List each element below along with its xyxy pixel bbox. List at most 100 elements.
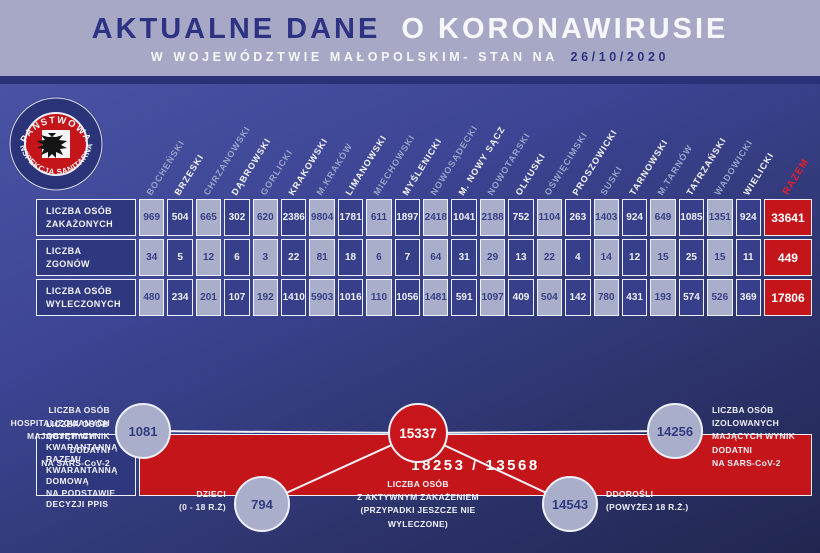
value-cell: 1351: [707, 199, 733, 236]
value-cell: 2386: [281, 199, 307, 236]
subtitle-text: W WOJEWÓDZTWIE MAŁOPOLSKIM- STAN NA: [150, 49, 558, 64]
adults-count-node: 14543: [542, 476, 598, 532]
header-spacer: [36, 86, 136, 199]
row-total-cell: 449: [763, 239, 812, 276]
value-cell: 6: [224, 239, 250, 276]
value-cell: 504: [536, 279, 563, 316]
sanitary-inspection-logo-icon: PAŃSTWOWA INSPEKCJA SANITARNA: [8, 96, 103, 191]
column-header: M.TARNÓW: [650, 86, 695, 199]
value-cell: 409: [508, 279, 534, 316]
row-label: LICZBA OSÓB WYLECZONYCH: [36, 279, 136, 316]
column-header: TATRZAŃSKI: [679, 86, 728, 199]
value-cell: 504: [167, 199, 193, 236]
value-cell: 526: [707, 279, 733, 316]
value-cell: 6: [366, 239, 392, 276]
active-cases-count-node: 15337: [388, 403, 448, 463]
column-header: MYŚLENICKI: [395, 86, 443, 199]
table-row: LICZBA OSÓB ZAKAŻONYCH 969 504 665 302 620 238…: [36, 199, 812, 236]
column-header: NOWOSĄDECKI: [423, 86, 480, 199]
column-header: PROSZOWICKI: [565, 86, 619, 199]
active-cases-label: LICZBA OSÓB Z AKTYWNYM ZAKAŻENIEM (PRZYP…: [357, 479, 479, 529]
column-header-total: RAZEM: [764, 86, 812, 199]
value-cell: 22: [281, 239, 307, 276]
column-header: OLKUSKI: [508, 86, 548, 199]
value-cell: 2418: [423, 199, 449, 236]
value-cell: 620: [252, 199, 279, 236]
value-cell: 1897: [394, 199, 421, 236]
value-cell: 18: [337, 239, 364, 276]
hospitalized-count-node: 1081: [115, 403, 171, 459]
row-total-cell: 33641: [763, 199, 812, 236]
value-cell: 1097: [479, 279, 506, 316]
value-cell: 142: [565, 279, 591, 316]
column-header: CHRZANOWSKI: [196, 86, 252, 199]
value-cell: 780: [593, 279, 619, 316]
value-cell: 14: [593, 239, 619, 276]
value-cell: 263: [565, 199, 591, 236]
value-cell: 969: [139, 199, 165, 236]
table-row: LICZBA OSÓB WYLECZONYCH 480 234 201 107 192 14…: [36, 279, 812, 316]
value-cell: 611: [366, 199, 392, 236]
value-cell: 1410: [281, 279, 307, 316]
value-cell: 15: [650, 239, 676, 276]
value-cell: 234: [167, 279, 193, 316]
column-header: TARNOWSKI: [622, 86, 669, 199]
value-cell: 1056: [394, 279, 421, 316]
value-cell: 11: [735, 239, 761, 276]
value-cell: 369: [735, 279, 761, 316]
header-divider-band: [0, 76, 820, 84]
value-cell: 15: [707, 239, 733, 276]
column-header: NOWOTARSKI: [480, 86, 532, 199]
value-cell: 192: [252, 279, 279, 316]
hospitalized-label: LICZBA OSÓB HOSPITALIZOWANYCH MAJĄCYCH W…: [10, 405, 110, 468]
column-header: WADOWICKI: [707, 86, 755, 199]
value-cell: 193: [650, 279, 676, 316]
column-header: BOCHEŃSKI: [139, 86, 186, 199]
column-header: OŚWIĘCIMSKI: [537, 86, 589, 199]
column-header: GORLICKI: [253, 86, 294, 199]
value-cell: 5903: [309, 279, 335, 316]
column-header: LIMANOWSKI: [338, 86, 388, 199]
column-header: M. NOWY SĄCZ: [451, 86, 508, 199]
value-cell: 302: [224, 199, 250, 236]
table-rows: LICZBA OSÓB ZAKAŻONYCH 969 504 665 302 620 238…: [36, 199, 812, 316]
value-cell: 31: [451, 239, 477, 276]
column-header: SUSKI: [594, 86, 625, 199]
value-cell: 1041: [451, 199, 477, 236]
column-header-label: SUSKI: [598, 164, 625, 197]
value-cell: 7: [394, 239, 421, 276]
value-cell: 3: [252, 239, 279, 276]
isolated-count-node: 14256: [647, 403, 703, 459]
value-cell: 924: [621, 199, 648, 236]
column-header: WIELICKI: [736, 86, 775, 199]
column-header-label: RAZEM: [780, 156, 812, 197]
value-cell: 5: [167, 239, 193, 276]
row-label: LICZBA ZGONÓW: [36, 239, 136, 276]
value-cell: 2188: [479, 199, 506, 236]
children-count-node: 794: [234, 476, 290, 532]
value-cell: 201: [195, 279, 222, 316]
value-cell: 752: [508, 199, 534, 236]
subtitle-date: 26/10/2020: [570, 49, 670, 64]
value-cell: 924: [735, 199, 761, 236]
value-cell: 1085: [678, 199, 705, 236]
value-cell: 574: [678, 279, 705, 316]
main-panel: PAŃSTWOWA INSPEKCJA SANITARNA BOCHEŃSKIB…: [0, 84, 820, 553]
header: AKTUALNE DANE O KORONAWIRUSIE W WOJEWÓDZ…: [0, 0, 820, 76]
page-subtitle: W WOJEWÓDZTWIE MAŁOPOLSKIM- STAN NA 26/1…: [151, 50, 669, 64]
value-cell: 591: [451, 279, 477, 316]
value-cell: 12: [195, 239, 222, 276]
value-cell: 431: [621, 279, 648, 316]
eagle-emblem-icon: [37, 133, 67, 158]
value-cell: 64: [423, 239, 449, 276]
row-total-cell: 17806: [763, 279, 812, 316]
value-cell: 9804: [309, 199, 335, 236]
value-cell: 1016: [337, 279, 364, 316]
children-label: DZIECI (0 - 18 R.Ż): [178, 489, 226, 513]
value-cell: 110: [366, 279, 392, 316]
value-cell: 107: [224, 279, 250, 316]
column-header: M.KRAKÓW: [309, 86, 355, 199]
value-cell: 1104: [536, 199, 563, 236]
value-cell: 1781: [337, 199, 364, 236]
